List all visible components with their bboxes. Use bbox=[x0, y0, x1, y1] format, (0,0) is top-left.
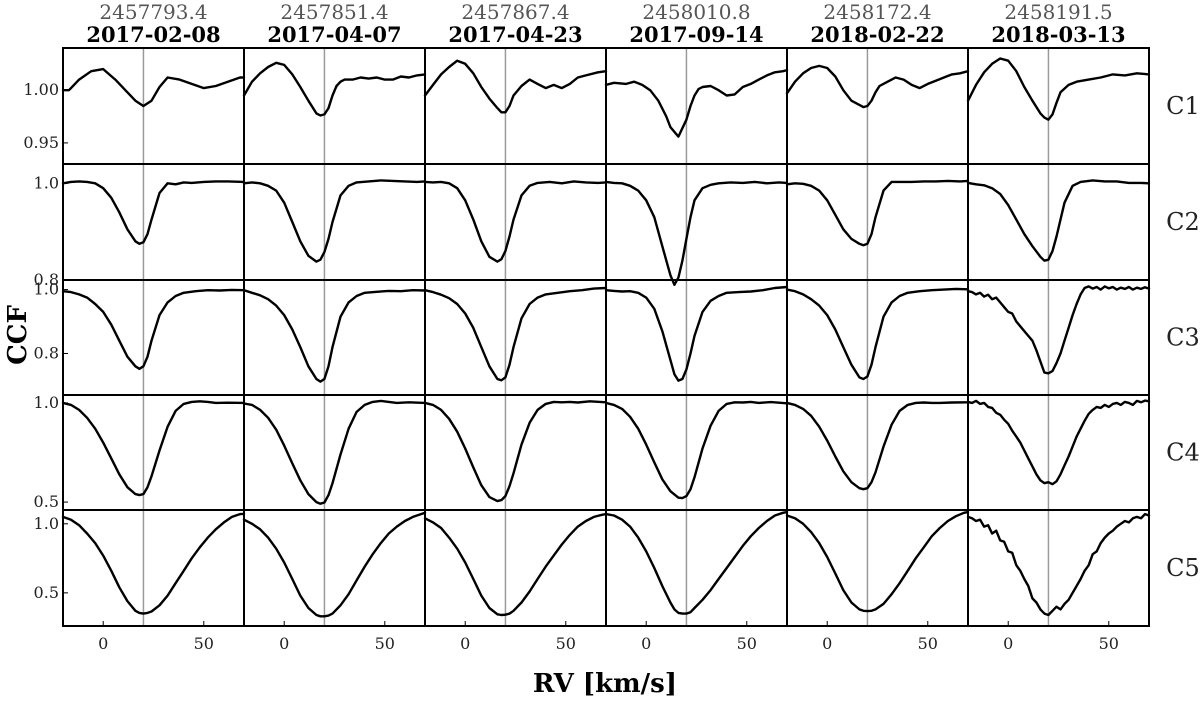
column-jd-label: 2457867.4 bbox=[461, 0, 569, 24]
x-axis-label: RV [km/s] bbox=[533, 669, 677, 699]
column-date-label: 2017-04-23 bbox=[448, 22, 582, 47]
ccf-profile-line bbox=[61, 512, 246, 615]
column-jd-label: 2457851.4 bbox=[280, 0, 388, 24]
ccf-profile-line bbox=[966, 57, 1151, 121]
y-tick-label: 0.8 bbox=[34, 270, 59, 289]
ccf-profile-line bbox=[785, 510, 970, 613]
ccf-profile-line bbox=[966, 285, 1151, 375]
ccf-profile-line bbox=[242, 61, 427, 117]
ccf-profile-line bbox=[966, 512, 1151, 617]
row-label: C5 bbox=[1166, 554, 1200, 582]
ccf-profile-line bbox=[785, 401, 970, 491]
x-tick-label: 50 bbox=[737, 634, 757, 653]
row-label: C2 bbox=[1166, 208, 1200, 236]
x-tick-label: 0 bbox=[822, 634, 832, 653]
panel-grid: 1.000.951.00.81.00.81.00.51.00.50 50 0 50 0 5… bbox=[23, 47, 1151, 653]
column-jd-label: 2458172.4 bbox=[823, 0, 931, 24]
ccf-profile-line bbox=[966, 399, 1151, 486]
column-jd-label: 2457793.4 bbox=[99, 0, 207, 24]
panel-frame bbox=[967, 47, 1150, 165]
panel-frame bbox=[424, 394, 607, 511]
y-tick-label: 0.5 bbox=[34, 492, 59, 511]
x-tick-label: 50 bbox=[556, 634, 576, 653]
x-tick-label: 50 bbox=[194, 634, 214, 653]
column-date-label: 2018-03-13 bbox=[991, 22, 1125, 47]
ccf-profile-line bbox=[423, 286, 608, 382]
panel-frame bbox=[786, 394, 969, 511]
row-labels: C1 C2 C3 C4 C5 bbox=[1166, 92, 1200, 582]
ccf-profile-line bbox=[242, 289, 427, 383]
panel-frame bbox=[786, 47, 969, 165]
panel-frame bbox=[605, 279, 788, 396]
ccf-profile-line bbox=[785, 64, 970, 109]
y-tick-label: 1.00 bbox=[23, 80, 59, 99]
x-tick-label: 0 bbox=[641, 634, 651, 653]
y-tick-label: 1.0 bbox=[34, 173, 59, 192]
ccf-profile-line bbox=[604, 400, 789, 500]
ccf-profile-line bbox=[966, 179, 1151, 262]
ccf-profile-line bbox=[785, 179, 970, 247]
x-tick-label: 0 bbox=[279, 634, 289, 653]
ccf-profile-line bbox=[423, 59, 608, 114]
column-date-label: 2017-04-07 bbox=[267, 22, 401, 47]
x-tick-label: 50 bbox=[918, 634, 938, 653]
y-tick-label: 0.95 bbox=[23, 133, 59, 152]
column-date-label: 2018-02-22 bbox=[810, 22, 944, 47]
row-label: C3 bbox=[1166, 324, 1200, 352]
x-tick-label: 0 bbox=[98, 634, 108, 653]
column-jd-label: 2458010.8 bbox=[642, 0, 750, 24]
ccf-profile-line bbox=[242, 511, 427, 618]
ccf-profile-line bbox=[423, 512, 608, 617]
ccf-profile-line bbox=[61, 288, 246, 370]
column-date-label: 2017-09-14 bbox=[629, 22, 763, 47]
panel-frame bbox=[243, 509, 426, 627]
column-jd-label: 2458191.5 bbox=[1004, 0, 1112, 24]
ccf-profile-line bbox=[61, 400, 246, 497]
ccf-profile-line bbox=[604, 510, 789, 615]
ccf-profile-line bbox=[423, 400, 608, 503]
y-tick-label: 0.5 bbox=[34, 583, 59, 602]
ccf-profile-line bbox=[61, 67, 246, 108]
y-tick-label: 0.8 bbox=[34, 343, 59, 362]
y-tick-label: 1.0 bbox=[34, 280, 59, 299]
column-date-label: 2017-02-08 bbox=[86, 22, 220, 47]
ccf-profile-line bbox=[61, 180, 246, 246]
y-tick-label: 1.0 bbox=[34, 514, 59, 533]
y-axis-label: CCF bbox=[3, 305, 33, 365]
panel-frame bbox=[605, 394, 788, 511]
ccf-profile-line bbox=[604, 285, 789, 382]
x-tick-label: 0 bbox=[460, 634, 470, 653]
panel-frame bbox=[605, 47, 788, 165]
panel-frame bbox=[243, 394, 426, 511]
y-tick-label: 1.0 bbox=[34, 393, 59, 412]
row-label: C4 bbox=[1166, 439, 1200, 467]
panel-frame bbox=[62, 47, 245, 165]
x-tick-label: 0 bbox=[1003, 634, 1013, 653]
ccf-profile-line bbox=[242, 179, 427, 263]
x-tick-label: 50 bbox=[375, 634, 395, 653]
ccf-profile-line bbox=[604, 68, 789, 138]
ccf-profile-line bbox=[423, 180, 608, 263]
x-tick-label: 50 bbox=[1099, 634, 1119, 653]
panel-frame bbox=[967, 509, 1150, 627]
ccf-profile-line bbox=[604, 180, 789, 286]
ccf-profile-line bbox=[242, 399, 427, 505]
ccf-profile-line bbox=[785, 287, 970, 381]
panel-frame bbox=[62, 394, 245, 511]
row-label: C1 bbox=[1166, 92, 1200, 120]
